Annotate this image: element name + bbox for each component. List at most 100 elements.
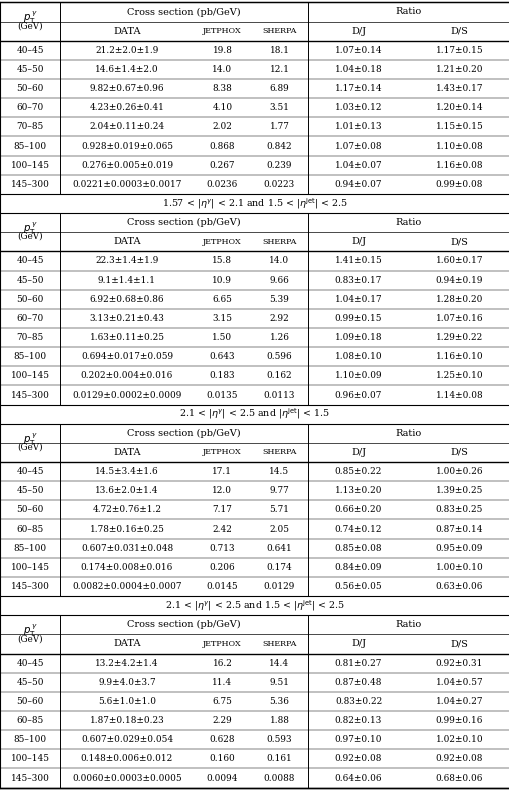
Text: 0.95±0.09: 0.95±0.09 [435,544,483,553]
Text: 70–85: 70–85 [16,333,44,342]
Text: 1.39±0.25: 1.39±0.25 [435,487,482,495]
Text: 1.07±0.14: 1.07±0.14 [334,46,382,55]
Text: 8.38: 8.38 [212,84,232,93]
Text: 0.63±0.06: 0.63±0.06 [435,582,482,591]
Text: 1.26: 1.26 [269,333,289,342]
Text: 14.6±1.4±2.0: 14.6±1.4±2.0 [95,65,158,74]
Text: 45–50: 45–50 [16,678,44,687]
Text: 145–300: 145–300 [11,773,49,783]
Text: 100–145: 100–145 [11,754,49,763]
Text: 17.1: 17.1 [212,467,232,476]
Text: 145–300: 145–300 [11,390,49,400]
Text: 1.21±0.20: 1.21±0.20 [435,65,483,74]
Text: 100–145: 100–145 [11,160,49,170]
Text: 14.5: 14.5 [269,467,289,476]
Text: 1.07±0.08: 1.07±0.08 [334,141,382,151]
Text: 0.85±0.08: 0.85±0.08 [334,544,382,553]
Text: 85–100: 85–100 [14,141,46,151]
Text: D/S: D/S [449,27,468,36]
Text: 4.23±0.26±0.41: 4.23±0.26±0.41 [90,103,164,112]
Text: 12.0: 12.0 [212,487,232,495]
Text: 5.6±1.0±1.0: 5.6±1.0±1.0 [98,697,156,706]
Text: 0.206: 0.206 [209,562,235,572]
Text: 19.8: 19.8 [212,46,232,55]
Text: 6.65: 6.65 [212,295,232,303]
Text: 2.02: 2.02 [212,122,232,131]
Text: 0.643: 0.643 [209,352,235,361]
Text: 1.77: 1.77 [269,122,289,131]
Text: 0.94±0.07: 0.94±0.07 [334,180,382,189]
Text: 6.75: 6.75 [212,697,232,706]
Text: D/J: D/J [350,27,365,36]
Text: $p_{\rm T}^{\,\gamma}$: $p_{\rm T}^{\,\gamma}$ [23,623,37,639]
Text: 2.04±0.11±0.24: 2.04±0.11±0.24 [89,122,164,131]
Text: 0.713: 0.713 [209,544,235,553]
Text: 40–45: 40–45 [16,46,44,55]
Text: 85–100: 85–100 [14,735,46,744]
Text: 0.83±0.22: 0.83±0.22 [334,697,381,706]
Text: 0.99±0.15: 0.99±0.15 [334,314,382,323]
Text: 5.71: 5.71 [269,506,289,514]
Text: 0.239: 0.239 [266,160,292,170]
Text: $p_{\rm T}^{\,\gamma}$: $p_{\rm T}^{\,\gamma}$ [23,220,37,237]
Text: 0.83±0.25: 0.83±0.25 [435,506,482,514]
Text: 1.03±0.12: 1.03±0.12 [334,103,382,112]
Text: 45–50: 45–50 [16,487,44,495]
Text: 0.161: 0.161 [266,754,292,763]
Text: 0.0082±0.0004±0.0007: 0.0082±0.0004±0.0007 [72,582,181,591]
Text: 1.17±0.14: 1.17±0.14 [334,84,382,93]
Text: JETPHOX: JETPHOX [203,640,241,648]
Text: 0.174±0.008±0.016: 0.174±0.008±0.016 [81,562,173,572]
Text: 0.160: 0.160 [209,754,235,763]
Text: 2.05: 2.05 [269,525,289,533]
Text: 14.0: 14.0 [212,65,232,74]
Text: 0.87±0.48: 0.87±0.48 [334,678,381,687]
Text: 0.84±0.09: 0.84±0.09 [334,562,382,572]
Text: 0.0135: 0.0135 [206,390,238,400]
Text: 15.8: 15.8 [212,257,232,265]
Text: 2.1 < |$\eta^\gamma$| < 2.5 and |$\eta^{\mathrm{jet}}$| < 1.5: 2.1 < |$\eta^\gamma$| < 2.5 and |$\eta^{… [179,407,330,421]
Text: D/J: D/J [350,448,365,457]
Text: 1.01±0.13: 1.01±0.13 [334,122,382,131]
Text: 1.04±0.27: 1.04±0.27 [435,697,483,706]
Text: 0.92±0.31: 0.92±0.31 [435,659,482,668]
Text: 1.63±0.11±0.25: 1.63±0.11±0.25 [89,333,164,342]
Text: 14.4: 14.4 [269,659,289,668]
Text: 0.276±0.005±0.019: 0.276±0.005±0.019 [81,160,173,170]
Text: 0.0060±0.0003±0.0005: 0.0060±0.0003±0.0005 [72,773,181,783]
Text: 18.1: 18.1 [269,46,289,55]
Text: 9.51: 9.51 [269,678,289,687]
Text: 0.68±0.06: 0.68±0.06 [435,773,482,783]
Text: 1.13±0.20: 1.13±0.20 [334,487,382,495]
Text: 0.87±0.14: 0.87±0.14 [435,525,483,533]
Text: 0.183: 0.183 [209,371,235,380]
Text: 1.02±0.10: 1.02±0.10 [435,735,483,744]
Text: 0.0113: 0.0113 [263,390,295,400]
Text: 3.51: 3.51 [269,103,289,112]
Text: Cross section (pb/GeV): Cross section (pb/GeV) [127,429,240,438]
Text: D/J: D/J [350,639,365,649]
Text: 50–60: 50–60 [16,295,44,303]
Text: Ratio: Ratio [395,620,421,630]
Text: 9.77: 9.77 [269,487,289,495]
Text: 1.00±0.26: 1.00±0.26 [435,467,483,476]
Text: 1.43±0.17: 1.43±0.17 [435,84,483,93]
Text: 16.2: 16.2 [212,659,232,668]
Text: DATA: DATA [113,639,140,649]
Text: 45–50: 45–50 [16,276,44,284]
Text: D/S: D/S [449,639,468,649]
Text: Ratio: Ratio [395,429,421,438]
Text: 0.694±0.017±0.059: 0.694±0.017±0.059 [81,352,173,361]
Text: 0.0129±0.0002±0.0009: 0.0129±0.0002±0.0009 [72,390,181,400]
Text: 1.60±0.17: 1.60±0.17 [435,257,483,265]
Text: 0.97±0.10: 0.97±0.10 [334,735,382,744]
Text: 0.593: 0.593 [266,735,292,744]
Text: 0.0145: 0.0145 [206,582,238,591]
Text: 0.0094: 0.0094 [206,773,238,783]
Text: Ratio: Ratio [395,218,421,228]
Text: 1.28±0.20: 1.28±0.20 [435,295,482,303]
Text: 70–85: 70–85 [16,122,44,131]
Text: 21.2±2.0±1.9: 21.2±2.0±1.9 [95,46,158,55]
Text: 0.628: 0.628 [209,735,235,744]
Text: 0.92±0.08: 0.92±0.08 [334,754,381,763]
